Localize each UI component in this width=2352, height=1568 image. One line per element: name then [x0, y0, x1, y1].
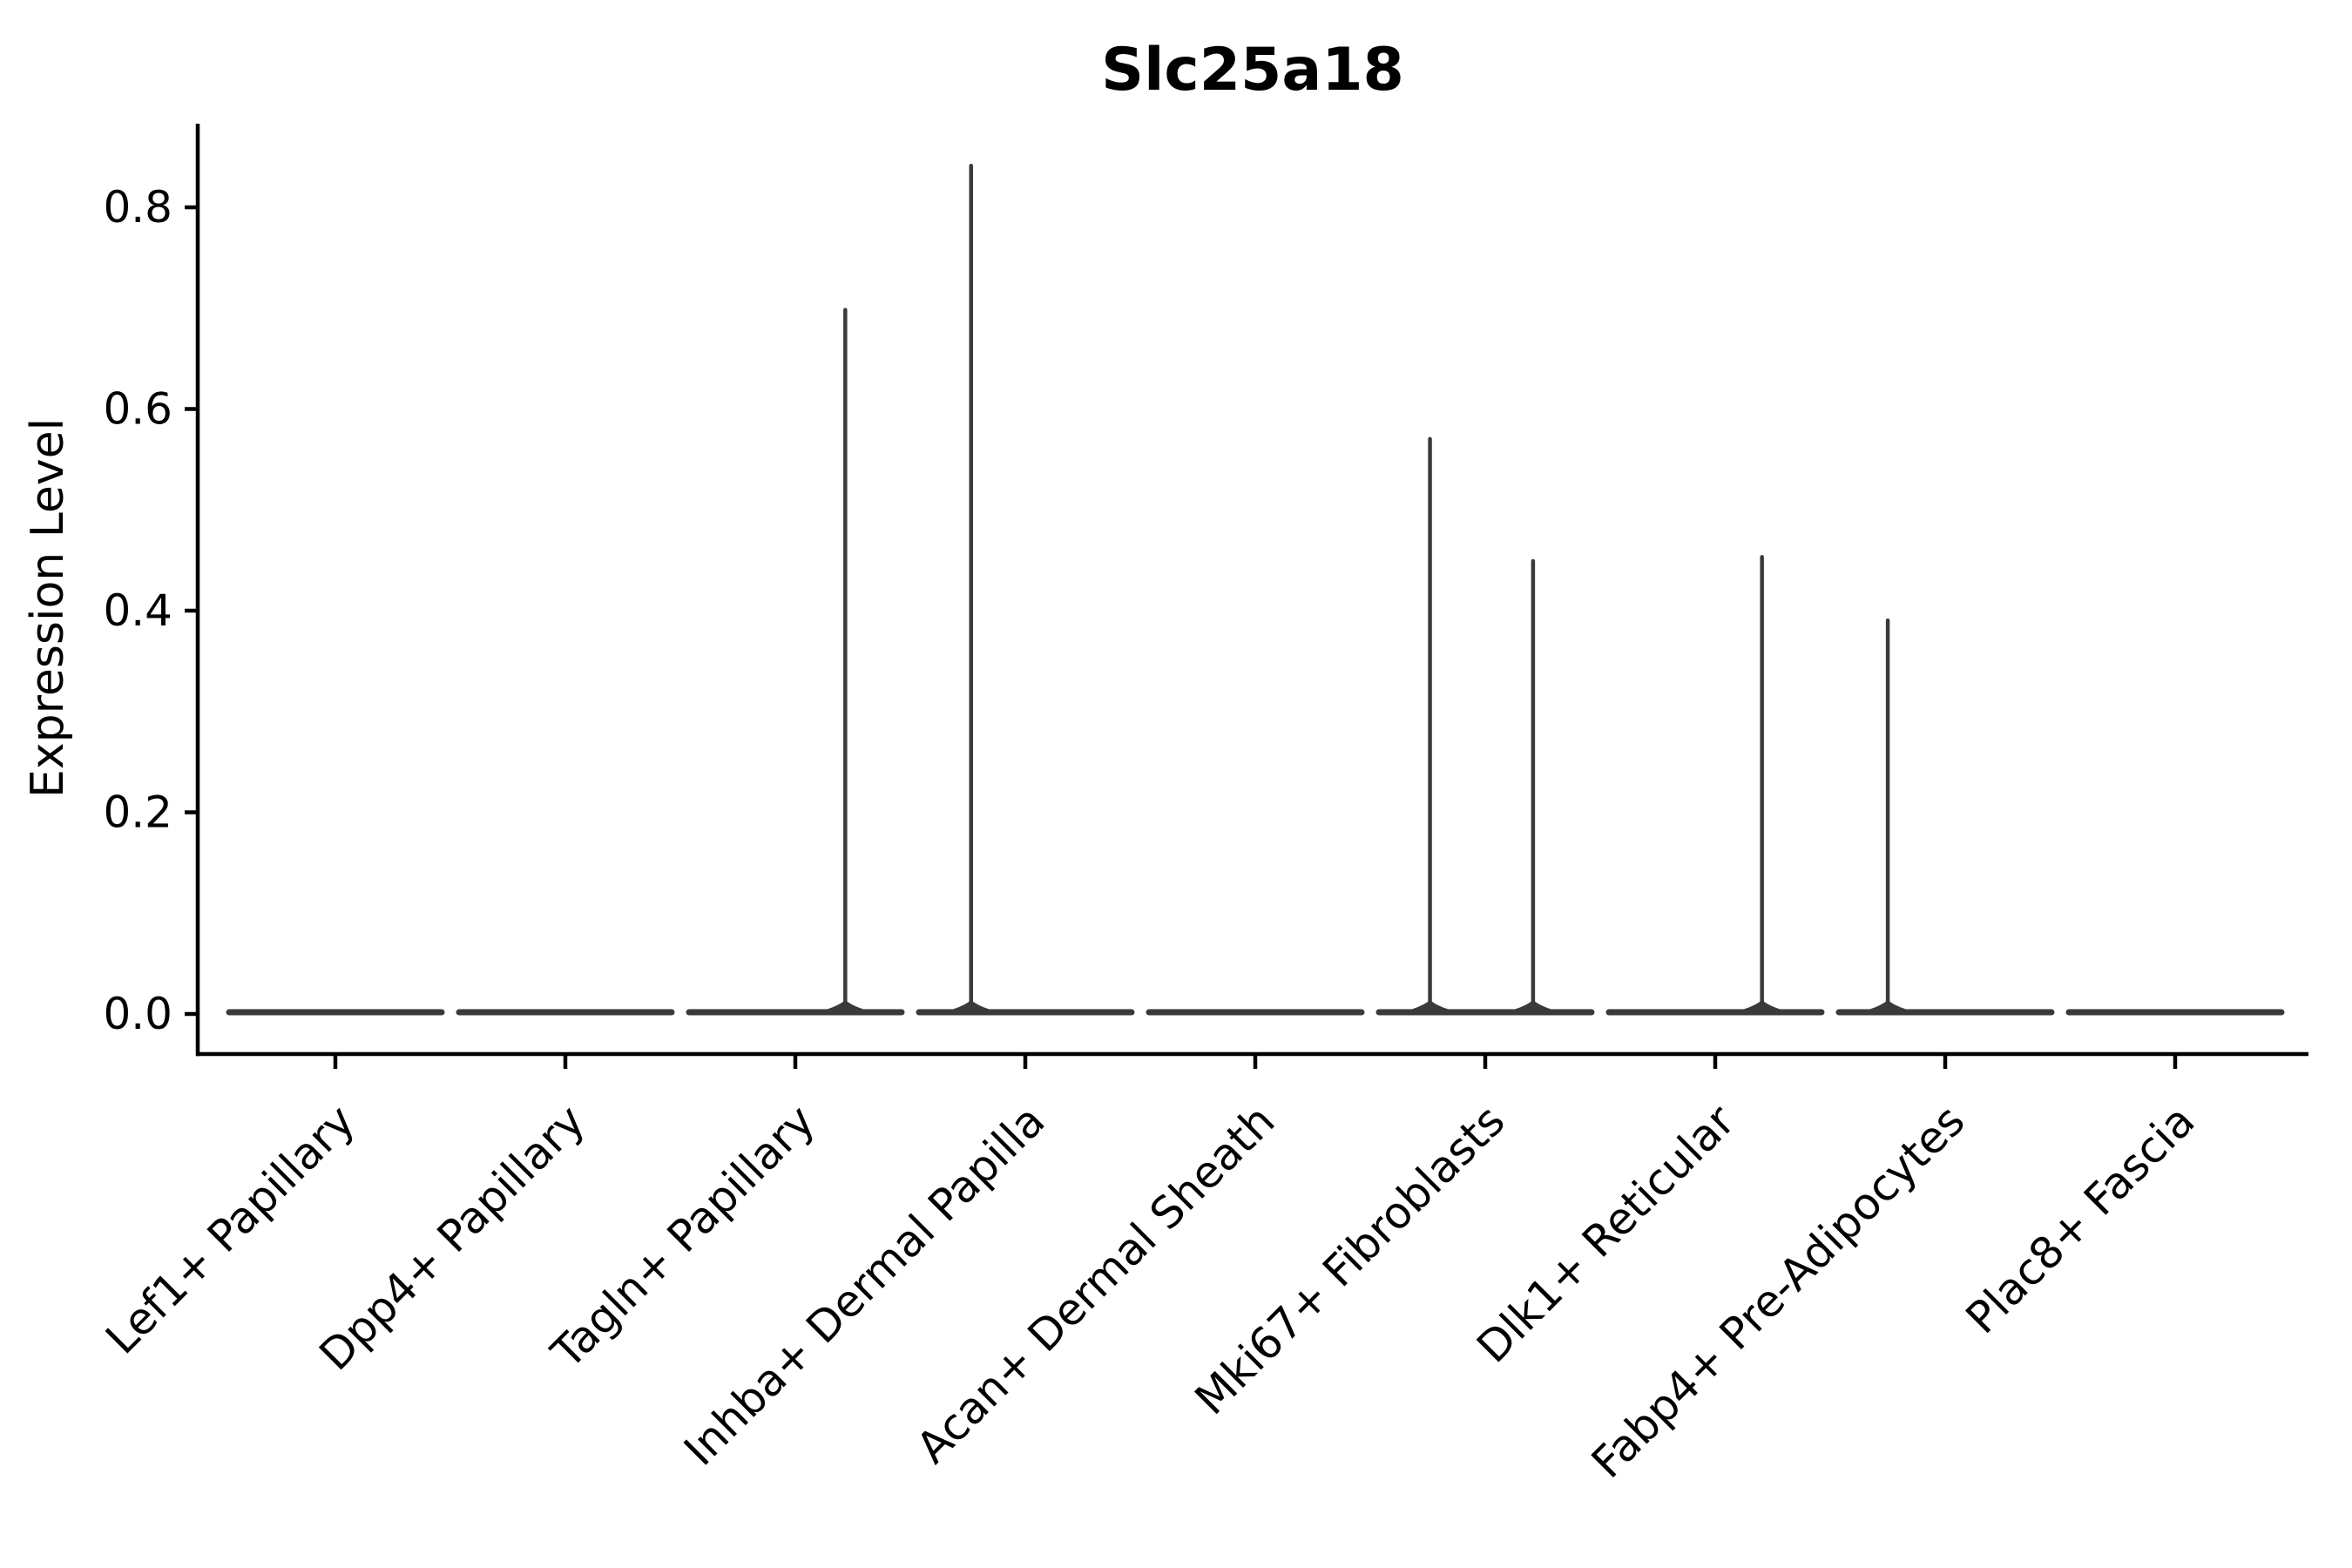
y-tick-label: 0.6 [103, 384, 172, 435]
x-tick-label: Lef1+ Papillary [96, 1095, 364, 1363]
chart-title: Slc25a18 [1101, 36, 1404, 105]
y-axis-label: Expression Level [22, 418, 74, 798]
x-tick-label: Plac8+ Fascia [1957, 1095, 2205, 1343]
violin [686, 308, 905, 1016]
violin [1605, 555, 1825, 1016]
y-tick-label: 0.0 [103, 989, 172, 1039]
axes-layer [185, 124, 2308, 1069]
y-tick-labels-layer: 0.0 0.2 0.4 0.6 0.8 [103, 182, 172, 1039]
violin [1835, 618, 2055, 1016]
violin [916, 163, 1135, 1016]
violin [1375, 436, 1595, 1016]
y-tick-label: 0.4 [103, 585, 172, 636]
x-tick-label: Fabp4+ Pre-Adipocytes [1582, 1095, 1975, 1488]
y-tick-label: 0.8 [103, 182, 172, 233]
violins-layer [226, 163, 2285, 1016]
y-tick-label: 0.2 [103, 787, 172, 838]
